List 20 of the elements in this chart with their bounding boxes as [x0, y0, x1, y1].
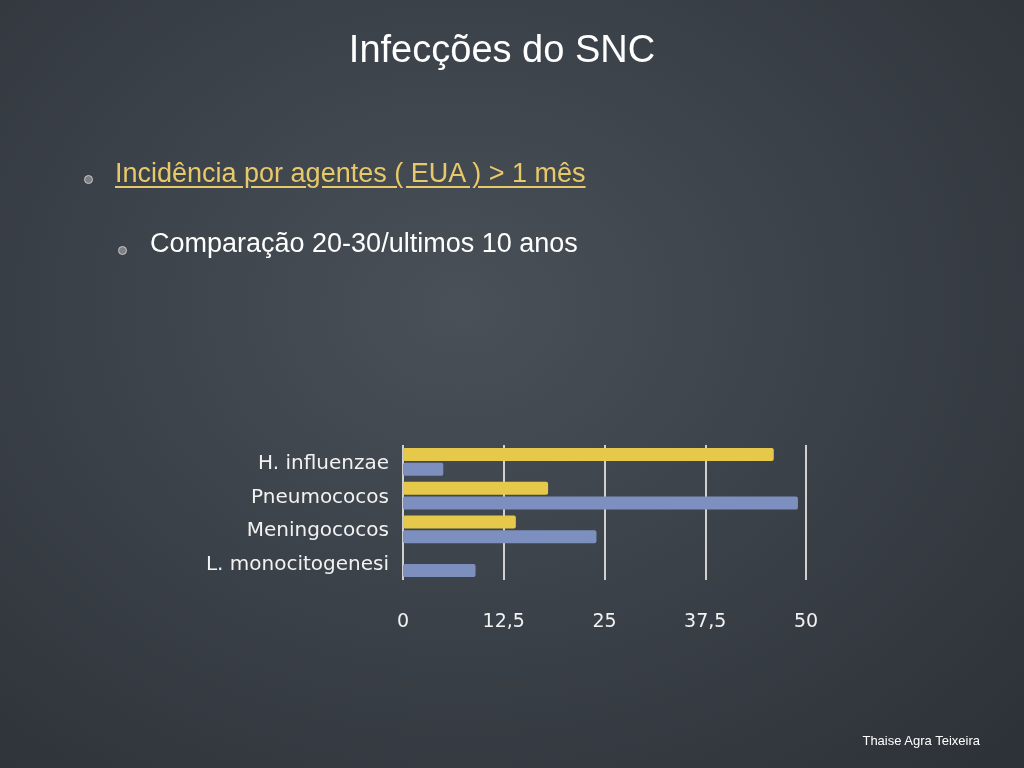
y-tick-label: Meningococos [246, 517, 389, 542]
x-tick-label: 25 [592, 608, 617, 631]
bar [403, 481, 549, 495]
bar [403, 515, 516, 529]
x-tick-label: 12,5 [482, 608, 525, 631]
x-tick-label: 50 [793, 608, 819, 631]
x-tick-label: 0 [396, 608, 410, 631]
text: Comparação 20-30/ultimos 10 anos [150, 228, 578, 259]
y-tick-label: L. monocitogenesi [205, 551, 389, 576]
bar [403, 530, 597, 544]
x-tick-label: 37,5 [684, 608, 727, 631]
bar [403, 496, 798, 510]
text: Thaise Agra Teixeira [862, 733, 980, 748]
bar [403, 462, 444, 476]
bar [403, 447, 774, 461]
y-tick-label: H. influenzae [258, 449, 389, 474]
chart-title: Infecções do SNC [348, 28, 656, 71]
y-tick-label: Pneumococos [251, 483, 389, 508]
chart-subtitle: Incidência por agentes ( EUA ) > 1 mês [115, 158, 586, 189]
bar [403, 564, 476, 578]
